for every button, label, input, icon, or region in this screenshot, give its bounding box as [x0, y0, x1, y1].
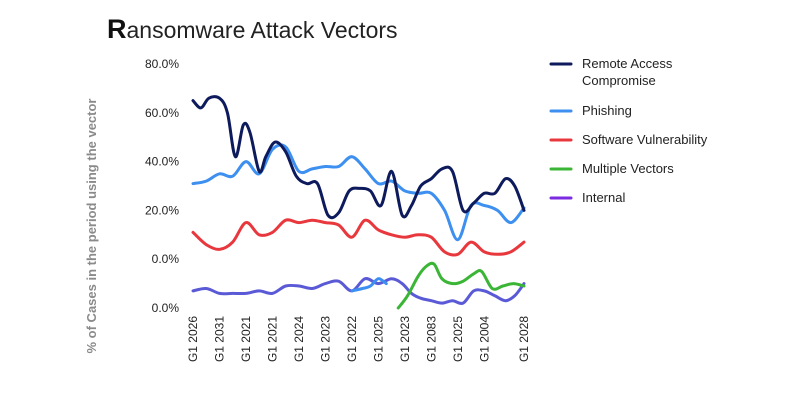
- legend-label: Internal: [582, 190, 625, 205]
- series-line-remote-access-compromise: [191, 95, 526, 220]
- x-tick-label: G1 2083: [424, 316, 438, 362]
- y-tick-label: 60.0%: [145, 106, 179, 120]
- x-tick-label: G1 2021: [265, 316, 279, 362]
- legend-label: Compromise: [582, 73, 656, 88]
- x-tick-label: G1 2026: [186, 316, 200, 362]
- series-lines: [191, 95, 526, 310]
- x-tick-label: G1 2022: [345, 316, 359, 362]
- y-tick-label: 40.0%: [145, 155, 179, 169]
- chart-title-rest: ansomware Attack Vectors: [127, 17, 398, 43]
- x-tick-label: G1 2024: [292, 316, 306, 362]
- series-line-multiple-vectors: [396, 261, 526, 310]
- x-axis-ticks: G1 2026 G1 2031 G1 2021 G1 2021 G1 2024 G1 20…: [186, 316, 531, 362]
- y-tick-label: 80.0%: [145, 57, 179, 71]
- x-tick-label: G1 2025: [371, 316, 385, 362]
- legend-label: Remote Access: [582, 56, 673, 71]
- legend-label: Software Vulnerability: [582, 132, 708, 147]
- series-line-internal: [191, 277, 526, 305]
- legend: Remote Access Compromise Phishing Software …: [549, 56, 708, 205]
- series-line-software-vulnerability: [191, 218, 526, 257]
- y-axis-ticks: 0.0% 0.0% 20.0% 40.0% 60.0% 80.0%: [145, 57, 179, 315]
- x-tick-label: G1 2028: [517, 316, 531, 362]
- x-tick-label: G1 2025: [451, 316, 465, 362]
- y-tick-label: 0.0%: [152, 301, 180, 315]
- x-tick-label: G1 2031: [213, 316, 227, 362]
- series-line-highlight-segment: [350, 277, 388, 293]
- y-axis-label: % of Cases in the period using the vecto…: [84, 99, 99, 354]
- legend-label: Multiple Vectors: [582, 161, 674, 176]
- y-tick-label: 0.0%: [152, 252, 180, 266]
- x-tick-label: G1 2004: [477, 316, 491, 362]
- legend-label: Phishing: [582, 103, 632, 118]
- x-tick-label: G1 2021: [239, 316, 253, 362]
- chart-title: Ransomware Attack Vectors: [107, 14, 398, 44]
- x-tick-label: G1 2023: [318, 316, 332, 362]
- y-tick-label: 20.0%: [145, 203, 179, 217]
- chart-title-first-letter: R: [107, 14, 127, 44]
- x-tick-label: G1 2023: [398, 316, 412, 362]
